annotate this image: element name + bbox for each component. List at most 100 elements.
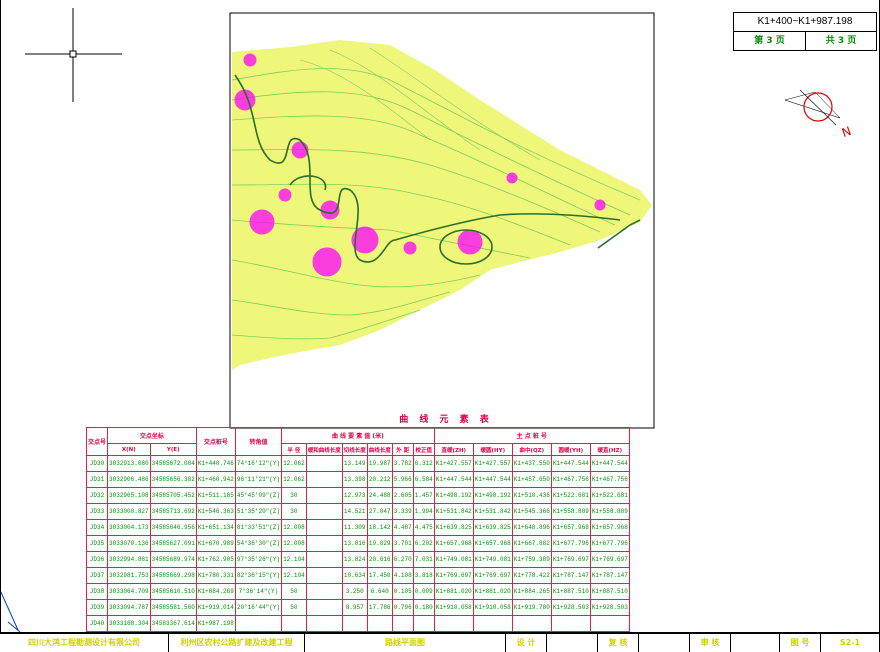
table-row: JD31 3032906.486 34585656.382 K1+460.942 96°…: [85, 471, 630, 488]
table-cell: 1.994: [412, 503, 435, 520]
table-row: JD30 3032913.080 34585672.084 K1+440.746 74°…: [85, 455, 630, 472]
table-cell: 19.829: [366, 535, 393, 552]
table-cell: 6.640: [366, 583, 393, 600]
table-cell: 13.398: [341, 471, 368, 488]
table-cell: K1+427.557: [472, 455, 513, 472]
col-header-tangent: 切线长度: [341, 443, 368, 456]
table-cell: K1+457.650: [511, 471, 552, 488]
table-cell: K1+677.796: [550, 535, 591, 552]
table-cell: 34585705.452: [149, 487, 197, 504]
table-cell: K1+670.989: [195, 535, 236, 552]
table-cell: 81°33'51"(Z): [234, 519, 283, 536]
table-cell: K1+437.550: [511, 455, 552, 472]
table-cell: [305, 567, 343, 584]
table-cell: 12.973: [341, 487, 368, 504]
table-cell: K1+762.905: [195, 551, 236, 568]
col-header-xn: X(N): [107, 443, 151, 456]
intersection-id: JD34: [85, 519, 109, 536]
review-label: 复 核: [598, 634, 639, 652]
table-cell: K1+546.363: [195, 503, 236, 520]
col-header-spiral: 缓和曲线长度: [305, 443, 343, 456]
table-cell: [305, 487, 343, 504]
sheet-range: K1+400~K1+987.198: [734, 13, 876, 32]
table-cell: K1+769.697: [589, 551, 630, 568]
table-row: JD39 3033094.787 34585581.560 K1+919.014 20°…: [85, 599, 630, 616]
table-cell: [433, 615, 474, 632]
table-cell: 3033168.304: [107, 615, 151, 632]
table-cell: 3033004.173: [107, 519, 151, 536]
table-cell: K1+769.697: [472, 567, 513, 584]
table-cell: K1+928.503: [589, 599, 630, 616]
intersection-id: JD31: [85, 471, 109, 488]
table-cell: [391, 615, 414, 632]
table-cell: 1.457: [412, 487, 435, 504]
design-signature: [547, 634, 598, 652]
table-cell: 19.987: [366, 455, 393, 472]
table-cell: K1+787.147: [589, 567, 630, 584]
table-cell: 0.105: [391, 583, 414, 600]
table-cell: 3.782: [391, 455, 414, 472]
table-cell: K1+657.968: [472, 535, 513, 552]
table-cell: 3.250: [341, 583, 368, 600]
table-cell: 34585669.298: [149, 567, 197, 584]
table-cell: 11.309: [341, 519, 368, 536]
table-cell: 34585672.084: [149, 455, 197, 472]
table-cell: 3032965.108: [107, 487, 151, 504]
table-cell: 54°36'30"(Z): [234, 535, 283, 552]
table-cell: K1+780.331: [195, 567, 236, 584]
col-header-hy: 缓圆(HY): [472, 443, 513, 456]
table-cell: 12.062: [281, 455, 307, 472]
table-cell: K1+919.014: [195, 599, 236, 616]
table-cell: [305, 615, 343, 632]
table-cell: K1+759.389: [511, 551, 552, 568]
table-cell: 3.339: [391, 503, 414, 520]
table-cell: [305, 535, 343, 552]
table-cell: K1+545.366: [511, 503, 552, 520]
table-cell: [281, 615, 307, 632]
table-cell: [305, 583, 343, 600]
table-cell: K1+498.192: [433, 487, 474, 504]
table-cell: 17.450: [366, 567, 393, 584]
station-annotations: [234, 53, 606, 277]
col-header-curve-len: 曲线长度: [366, 443, 393, 456]
table-cell: [589, 615, 630, 632]
design-label: 设 计: [506, 634, 547, 652]
table-cell: 3033070.136: [107, 535, 151, 552]
table-cell: K1+460.942: [195, 471, 236, 488]
review-signature: [639, 634, 690, 652]
table-cell: K1+887.510: [589, 583, 630, 600]
table-cell: [550, 615, 591, 632]
table-cell: 20°16'44"(Y): [234, 599, 283, 616]
intersection-id: JD36: [85, 551, 109, 568]
table-cell: 3032981.753: [107, 567, 151, 584]
intersection-id: JD39: [85, 599, 109, 616]
curve-table-body: JD30 3032913.080 34585672.084 K1+440.746 74°…: [85, 455, 630, 632]
table-cell: 0.796: [391, 599, 414, 616]
table-cell: [341, 615, 368, 632]
table-row: JD40 3033168.304 34583367.614 K1+987.198: [85, 615, 630, 632]
col-header-no: 交点号: [85, 427, 109, 456]
table-cell: 20.212: [366, 471, 393, 488]
table-cell: K1+511.165: [195, 487, 236, 504]
table-cell: [305, 471, 343, 488]
table-cell: 34585689.974: [149, 551, 197, 568]
table-cell: K1+657.968: [550, 519, 591, 536]
table-cell: 50: [281, 599, 307, 616]
company-name: 四川大鸿工程勘测设计有限公司: [0, 634, 169, 652]
table-cell: 18.142: [366, 519, 393, 536]
intersection-id: JD37: [85, 567, 109, 584]
table-cell: 4.487: [391, 519, 414, 536]
sheet-page-number: 第 3 页: [734, 32, 806, 50]
table-cell: 3032994.881: [107, 551, 151, 568]
table-cell: K1+467.756: [550, 471, 591, 488]
table-cell: 3033094.787: [107, 599, 151, 616]
drawing-no-label: 图 号: [780, 634, 821, 652]
table-cell: 13.016: [341, 535, 368, 552]
curve-table-grid: 交点号 交点坐标 交点桩号 转角值 曲 线 要 素 值 (米) 主 点 桩 号 …: [85, 427, 630, 632]
table-cell: K1+928.503: [550, 599, 591, 616]
table-cell: K1+778.422: [511, 567, 552, 584]
col-header-correction: 校正值: [412, 443, 435, 456]
table-cell: 34585627.091: [149, 535, 197, 552]
title-block: 四川大鸿工程勘测设计有限公司 利州区农村公路扩建及改建工程 路线平面图 设 计 …: [0, 632, 880, 652]
